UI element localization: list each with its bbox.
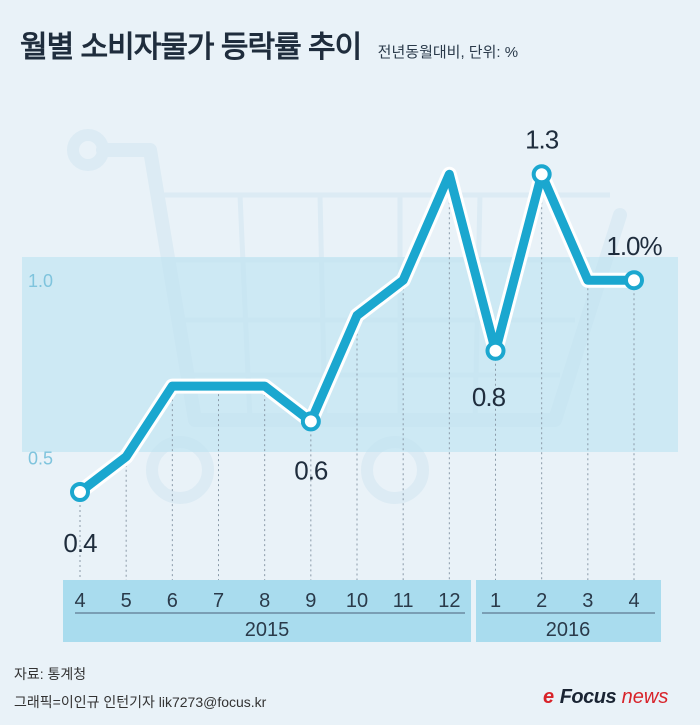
- data-point-marker: [531, 164, 552, 185]
- logo-word-focus: Focus: [559, 686, 617, 708]
- title-row: 월별 소비자물가 등락률 추이 전년동월대비, 단위: %: [20, 22, 518, 72]
- x-tick-label: 2: [536, 590, 547, 612]
- axis-band-2016: [476, 580, 661, 642]
- data-points: [70, 164, 644, 502]
- x-tick-label: 7: [213, 590, 224, 612]
- data-label: 1.3: [525, 124, 559, 154]
- data-point-marker: [70, 482, 90, 502]
- line-chart: 1.0 0.5 0.40.60.81.31.0% 4 5 6 7 8 9 10 11 12 1 2 3…: [22, 124, 678, 642]
- focusnews-logo: e Focus news: [543, 686, 668, 709]
- x-tick-label: 12: [438, 590, 460, 612]
- data-point-marker: [624, 270, 644, 291]
- data-label: 1.0%: [606, 231, 662, 261]
- x-tick-label: 4: [74, 590, 85, 612]
- data-point-marker: [300, 411, 321, 432]
- x-tick-labels: 4 5 6 7 8 9 10 11 12 1 2 3 4: [74, 590, 639, 612]
- x-tick-label: 5: [121, 590, 132, 612]
- x-tick-label: 9: [305, 590, 316, 612]
- logo-word-news: news: [621, 686, 669, 708]
- data-point-marker: [485, 340, 506, 361]
- year-label-2015: 2015: [245, 619, 290, 641]
- axis-band-2015: [63, 580, 471, 642]
- x-tick-label: 10: [346, 590, 368, 612]
- data-label: 0.6: [294, 455, 328, 485]
- x-tick-label: 1: [490, 590, 501, 612]
- x-tick-label: 8: [259, 590, 270, 612]
- graphic-credit: 그래픽=이인규 인턴기자 lik7273@focus.kr: [14, 694, 267, 710]
- y-tick-label: 0.5: [28, 449, 53, 469]
- x-tick-label: 6: [167, 590, 178, 612]
- drop-lines: [79, 182, 635, 580]
- chart-title: 월별 소비자물가 등락률 추이: [20, 31, 362, 64]
- data-label: 0.8: [472, 382, 506, 412]
- data-label: 0.4: [63, 528, 97, 558]
- source-note: 자료: 통계청: [14, 666, 87, 682]
- data-labels: 0.4 0.6 0.8 1.3 1.0%: [63, 124, 663, 558]
- y-tick-label: 1.0: [28, 271, 53, 291]
- logo-mark: e: [543, 686, 555, 708]
- x-tick-label: 4: [628, 590, 639, 612]
- x-tick-label: 11: [393, 590, 414, 612]
- year-label-2016: 2016: [546, 619, 591, 641]
- range-band: [22, 257, 678, 452]
- x-tick-label: 3: [582, 590, 593, 612]
- chart-subtitle: 전년동월대비, 단위: %: [377, 44, 519, 61]
